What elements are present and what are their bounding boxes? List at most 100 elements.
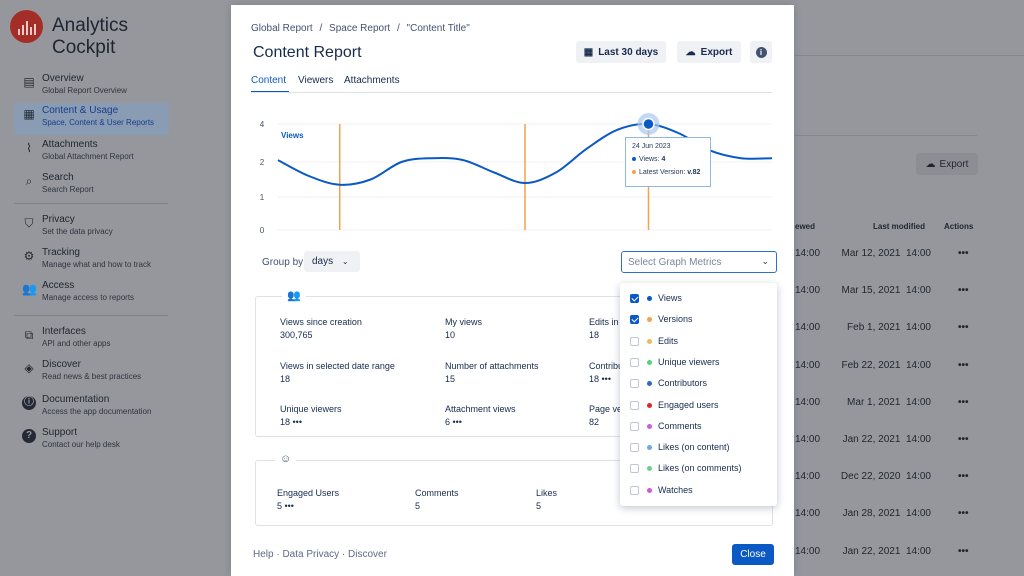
checkbox[interactable]: [630, 421, 639, 431]
stat-value: 82: [589, 417, 600, 427]
row-actions-button[interactable]: •••: [958, 396, 969, 408]
sidebar-item-label: Interfaces: [42, 326, 86, 337]
sidebar-item-tracking[interactable]: ⚙ Tracking Manage what and how to track: [14, 245, 169, 277]
table-row[interactable]: 14:00 Mar 15, 2021 14:00 •••: [795, 285, 1024, 301]
sidebar-item-access[interactable]: 👥 Access Manage access to reports: [14, 278, 169, 310]
search-icon: ⌕: [25, 174, 33, 188]
footer-links[interactable]: Help · Data Privacy · Discover: [253, 549, 387, 560]
table-row[interactable]: 14:00 Jan 22, 2021 14:00 •••: [795, 546, 1024, 562]
y-tick-label: 0: [260, 226, 265, 235]
stat-item: Views since creation 300,765: [280, 317, 362, 340]
checkbox[interactable]: [630, 400, 639, 410]
row-viewed: 14:00: [795, 434, 821, 445]
sidebar: Analytics Cockpit ▤ Overview Global Report…: [0, 0, 184, 576]
tab-viewers[interactable]: Viewers: [298, 75, 334, 86]
metric-option-engaged-users[interactable]: Engaged users: [620, 395, 777, 416]
sidebar-item-interfaces[interactable]: ⧉ Interfaces API and other apps: [14, 324, 169, 356]
metric-option-label: Likes (on content): [658, 442, 730, 453]
info-button[interactable]: i: [750, 41, 772, 63]
checkbox[interactable]: [630, 443, 639, 453]
metric-option-likes-on-comments[interactable]: Likes (on comments): [620, 458, 777, 479]
metric-option-label: Versions: [658, 314, 693, 325]
cloud-download-icon: ☁: [685, 46, 696, 58]
column-header-last-modified[interactable]: Last modified: [873, 222, 926, 231]
export-button[interactable]: ☁ Export: [677, 41, 741, 63]
checkbox[interactable]: [630, 294, 639, 303]
sidebar-item-content-usage[interactable]: ▦ Content & Usage Space, Content & User Re…: [14, 103, 169, 135]
checkbox[interactable]: [630, 357, 639, 367]
breadcrumb-global-report[interactable]: Global Report: [251, 23, 313, 34]
tab-content[interactable]: Content: [251, 75, 287, 86]
series-color-dot: [647, 402, 652, 408]
stat-label: Number of attachments: [445, 361, 539, 371]
sidebar-item-discover[interactable]: ◈ Discover Read news & best practices: [14, 357, 169, 389]
row-actions-button[interactable]: •••: [958, 508, 969, 520]
sidebar-divider: [14, 315, 168, 316]
sidebar-item-label: Overview: [42, 73, 84, 84]
row-actions-button[interactable]: •••: [958, 471, 969, 483]
table-row[interactable]: 14:00 Feb 1, 2021 14:00 •••: [795, 322, 1024, 338]
table-row[interactable]: 14:00 Dec 22, 2020 14:00 •••: [795, 471, 1024, 487]
checkbox[interactable]: [630, 464, 639, 474]
background-export-button[interactable]: ☁ Export: [916, 153, 978, 175]
stat-value[interactable]: 18 •••: [280, 417, 302, 427]
checkbox[interactable]: [630, 379, 639, 389]
metric-option-label: Likes (on comments): [658, 463, 742, 474]
highlight-point[interactable]: [642, 117, 655, 131]
row-actions-button[interactable]: •••: [958, 248, 969, 259]
engagement-item: Likes 5: [536, 488, 557, 511]
row-actions-button[interactable]: •••: [958, 285, 969, 297]
stat-value[interactable]: 18 •••: [589, 374, 611, 384]
table-row[interactable]: 14:00 Jan 28, 2021 14:00 •••: [795, 508, 1024, 524]
stat-value[interactable]: 6 •••: [445, 417, 462, 427]
metric-option-likes-on-content[interactable]: Likes (on content): [620, 437, 777, 458]
checkbox[interactable]: [630, 485, 639, 495]
engagement-card: ☺ Engaged Users 5 ••• Comments 5 Likes 5: [255, 453, 773, 526]
table-row[interactable]: 14:00 Jan 22, 2021 14:00 •••: [795, 434, 1024, 450]
metric-option-label: Engaged users: [658, 399, 719, 410]
graph-metrics-select[interactable]: Select Graph Metrics ⌄: [621, 251, 777, 273]
breadcrumb-space-report[interactable]: Space Report: [329, 23, 391, 34]
stat-value: 15: [445, 374, 456, 384]
metric-option-edits[interactable]: Edits: [620, 331, 777, 352]
sidebar-item-overview[interactable]: ▤ Overview Global Report Overview: [14, 71, 169, 103]
row-actions-button[interactable]: •••: [958, 322, 969, 334]
engagement-item: Engaged Users 5 •••: [277, 488, 339, 511]
series-color-dot: [647, 445, 652, 451]
stat-label: My views: [445, 317, 483, 327]
column-header-viewed[interactable]: ewed: [795, 222, 816, 231]
metric-option-versions[interactable]: Versions: [620, 309, 777, 330]
sidebar-item-privacy[interactable]: ⛉ Privacy Set the data privacy: [14, 212, 169, 244]
table-row[interactable]: 14:00 Mar 1, 2021 14:00 •••: [795, 397, 1024, 413]
group-by-select[interactable]: days ⌄: [304, 251, 360, 272]
tab-attachments[interactable]: Attachments: [344, 75, 400, 86]
engagement-value[interactable]: 5 •••: [277, 501, 294, 511]
sidebar-item-subtitle: Global Attachment Report: [42, 152, 134, 161]
sidebar-item-subtitle: Manage access to reports: [42, 293, 135, 302]
series-color-dot: [647, 466, 652, 472]
engagement-label: Engaged Users: [277, 488, 340, 498]
metric-option-contributors[interactable]: Contributors: [620, 373, 777, 394]
stat-value: 18: [280, 374, 291, 384]
metric-option-label: Watches: [658, 484, 693, 495]
row-actions-button[interactable]: •••: [958, 359, 969, 371]
checkbox[interactable]: [630, 336, 639, 346]
table-row[interactable]: 14:00 Mar 12, 2021 14:00 •••: [795, 248, 1024, 264]
y-tick-label: 1: [260, 193, 265, 202]
metric-option-views[interactable]: Views: [620, 288, 777, 309]
metric-option-watches[interactable]: Watches: [620, 480, 777, 501]
close-button[interactable]: Close: [732, 544, 774, 565]
metric-option-comments[interactable]: Comments: [620, 416, 777, 437]
date-range-button[interactable]: ▦ Last 30 days: [576, 41, 666, 63]
sidebar-item-search[interactable]: ⌕ Search Search Report: [14, 170, 169, 202]
stat-label: Views since creation: [280, 317, 362, 327]
table-row[interactable]: 14:00 Feb 22, 2021 14:00 •••: [795, 360, 1024, 376]
row-actions-button[interactable]: •••: [958, 545, 969, 557]
sidebar-item-subtitle: Contact our help desk: [42, 440, 120, 449]
sidebar-item-support[interactable]: ? Support Contact our help desk: [14, 425, 169, 457]
sidebar-item-attachments[interactable]: ⌇ Attachments Global Attachment Report: [14, 137, 169, 169]
checkbox[interactable]: [630, 315, 639, 325]
row-actions-button[interactable]: •••: [958, 434, 969, 445]
metric-option-unique-viewers[interactable]: Unique viewers: [620, 352, 777, 373]
sidebar-item-documentation[interactable]: ⓘ Documentation Access the app documentati…: [14, 392, 169, 424]
